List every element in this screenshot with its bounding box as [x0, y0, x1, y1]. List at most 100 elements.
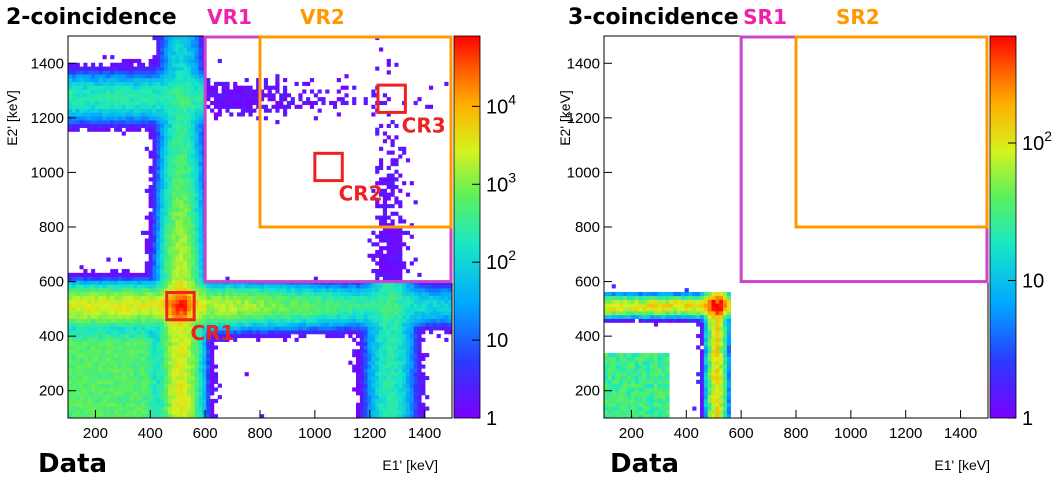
heatmap-cell [148, 291, 153, 297]
heatmap-cell [244, 89, 249, 94]
heatmap-cell [348, 311, 353, 316]
heatmap-cell [187, 398, 192, 404]
heatmap-cell [125, 414, 130, 419]
heatmap-cell [321, 322, 326, 327]
heatmap-cell [225, 333, 230, 339]
heatmap-cell [348, 291, 353, 297]
heatmap-cell [344, 291, 349, 297]
heatmap-cell [133, 58, 138, 64]
heatmap-cell [94, 322, 100, 327]
heatmap-cell [133, 398, 138, 404]
heatmap-cell [398, 219, 403, 224]
heatmap-cell [425, 307, 430, 312]
heatmap-cell [313, 284, 318, 289]
heatmap-cell [129, 89, 134, 94]
heatmap-cell [194, 51, 199, 56]
heatmap-cell [117, 414, 123, 419]
heatmap-cell [148, 223, 153, 228]
heatmap-cell [198, 97, 203, 102]
heatmap-cell [183, 173, 188, 178]
heatmap-cell [98, 276, 103, 281]
heatmap-cell [183, 372, 188, 377]
heatmap-cell [164, 78, 169, 83]
heatmap-cell [302, 314, 307, 319]
heatmap-cell [171, 211, 176, 216]
heatmap-cell [75, 276, 80, 281]
heatmap-cell [110, 322, 115, 327]
heatmap-cell [125, 353, 130, 358]
heatmap-cell [379, 158, 384, 163]
heatmap-cell [187, 330, 192, 335]
heatmap-cell [68, 272, 73, 277]
heatmap-cell [125, 364, 130, 369]
heatmap-cell [283, 108, 288, 113]
heatmap-cell [98, 414, 103, 419]
heatmap-cell [144, 78, 149, 83]
heatmap-cell [363, 100, 368, 106]
heatmap-cell [642, 299, 647, 304]
heatmap-cell [87, 78, 92, 83]
heatmap-cell [375, 288, 380, 293]
heatmap-cell [94, 307, 100, 312]
heatmap-cell [179, 299, 184, 304]
heatmap-cell [171, 58, 176, 64]
heatmap-cell [210, 89, 215, 94]
heatmap-cell [225, 318, 230, 323]
heatmap-cell [313, 314, 318, 319]
heatmap-cell [175, 406, 180, 411]
heatmap-cell [213, 97, 219, 102]
heatmap-cell [156, 322, 161, 327]
heatmap-cell [152, 131, 157, 136]
heatmap-cell [252, 307, 257, 312]
heatmap-cell [371, 230, 376, 235]
heatmap-cell [375, 318, 380, 323]
heatmap-cell [321, 97, 326, 102]
heatmap-cell [240, 108, 245, 113]
heatmap-cell [194, 116, 199, 121]
heatmap-cell [110, 66, 115, 71]
heatmap-cell [657, 383, 662, 388]
heatmap-cell [164, 406, 169, 411]
heatmap-cell [183, 70, 188, 75]
heatmap-cell [183, 55, 188, 60]
heatmap-cell [160, 142, 165, 148]
heatmap-cell [394, 158, 399, 163]
heatmap-cell [630, 383, 636, 388]
heatmap-cell [190, 81, 196, 86]
heatmap-cell [650, 406, 655, 411]
heatmap-cell [164, 97, 169, 102]
heatmap-cell [665, 402, 670, 407]
heatmap-cell [313, 318, 318, 323]
heatmap-cell [175, 345, 180, 350]
heatmap-cell [448, 291, 453, 297]
heatmap-cell [367, 406, 372, 411]
heatmap-cell [175, 242, 180, 247]
heatmap-cell [121, 100, 126, 106]
heatmap-cell [206, 333, 211, 339]
heatmap-cell [283, 337, 288, 342]
region-box [376, 83, 407, 114]
heatmap-cell [171, 173, 176, 178]
heatmap-cell [221, 97, 226, 102]
heatmap-cell [133, 395, 138, 400]
heatmap-cell [336, 326, 341, 331]
heatmap-cell [661, 314, 666, 319]
heatmap-cell [144, 100, 149, 106]
y-tick-label: 400 [39, 328, 64, 345]
heatmap-cell [110, 333, 115, 339]
heatmap-cell [140, 345, 146, 350]
heatmap-cell [210, 337, 215, 342]
heatmap-cell [229, 322, 234, 327]
heatmap-cell [160, 131, 165, 136]
heatmap-cell [156, 414, 161, 419]
heatmap-cell [317, 295, 322, 300]
heatmap-cell [194, 410, 199, 415]
heatmap-cell [79, 318, 84, 323]
heatmap-cell [106, 85, 111, 90]
heatmap-cell [114, 364, 119, 369]
heatmap-cell [102, 314, 107, 319]
heatmap-cell [175, 131, 180, 136]
heatmap-cell [619, 353, 624, 358]
heatmap-cell [275, 120, 280, 125]
heatmap-cell [156, 89, 161, 94]
